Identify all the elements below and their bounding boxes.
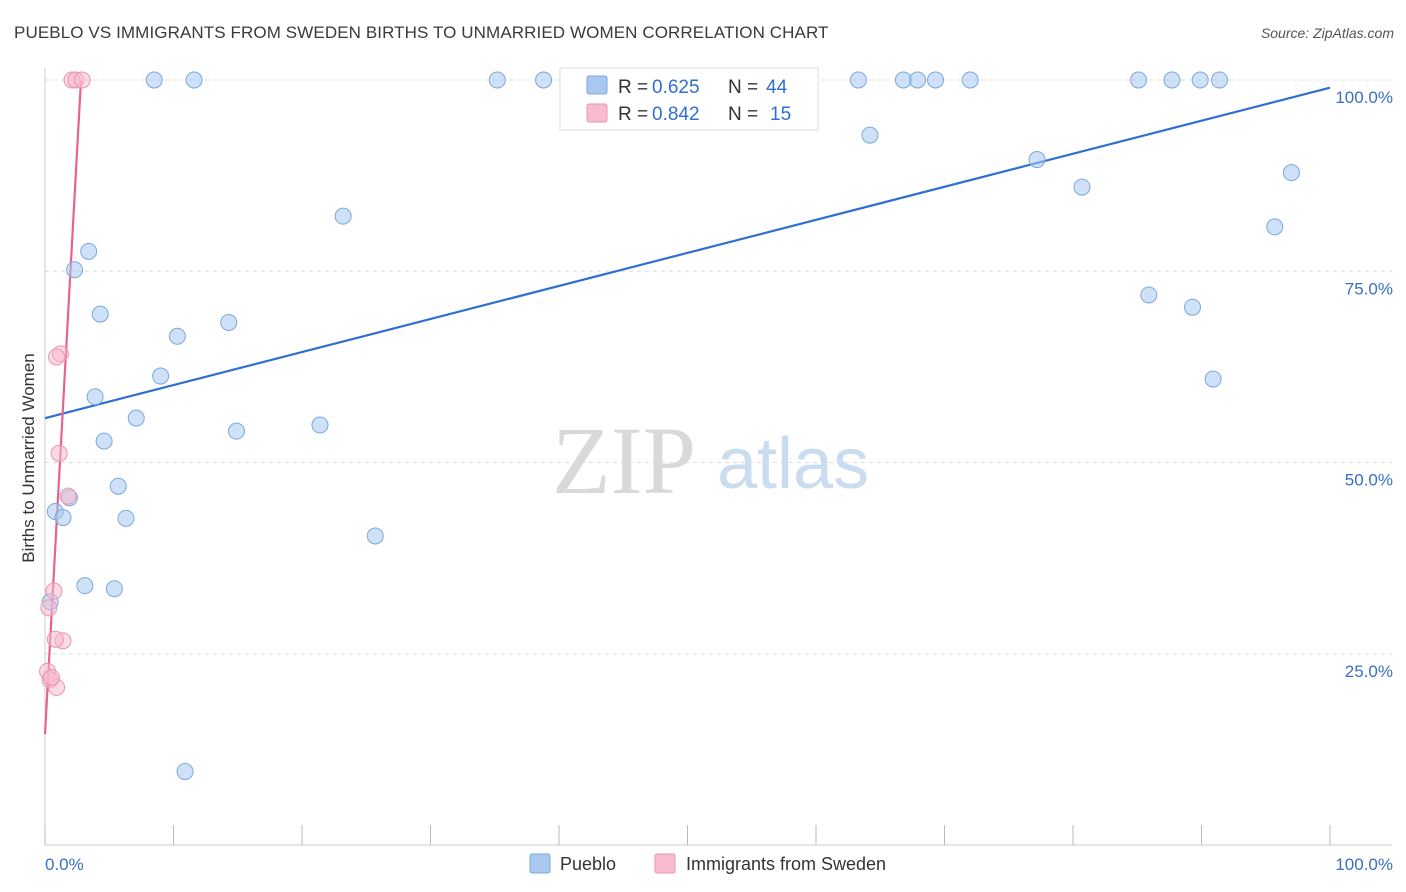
legend-label-pueblo: Pueblo [560,854,616,874]
pueblo-point-3 [535,71,553,89]
tick-labels: 25.0% 50.0% 75.0% 100.0% 0.0% 100.0% [45,88,1393,874]
pueblo-point-41 [105,580,123,598]
legend: Pueblo Immigrants from Sweden [529,853,886,874]
pueblo-point-6 [894,71,912,89]
pueblo-point-27 [152,367,170,385]
watermark-atlas: atlas [717,424,869,504]
pueblo-point-12 [1191,71,1209,89]
pueblo-point-9 [961,71,979,89]
sweden-point-2 [73,71,91,89]
axes [44,68,1392,846]
pueblo-point-13 [1210,71,1228,89]
data-points [39,71,1300,781]
pueblo-point-22 [91,305,109,323]
pueblo-point-18 [334,207,352,225]
pueblo-point-38 [117,509,135,527]
pueblo-point-1 [185,71,203,89]
pueblo-point-10 [1130,71,1148,89]
stats-r-label-sweden: R = [618,104,648,125]
pueblo-point-2 [488,71,506,89]
stats-swatch-pueblo [586,75,608,95]
pueblo-trend-line [44,86,1331,420]
pueblo-point-20 [80,242,98,260]
pueblo-point-11 [1163,71,1181,89]
sweden-point-14 [42,668,60,686]
pueblo-point-33 [1204,370,1222,388]
pueblo-point-29 [127,409,145,427]
x-tick-label-0: 0.0% [45,855,84,874]
pueblo-point-5 [849,71,867,89]
gridlines [45,79,1392,655]
pueblo-point-37 [54,509,72,527]
sweden-point-7 [45,582,63,600]
stats-box: R = 0.625 N = 44 R = 0.842 N = 15 [559,67,819,131]
chart-title: PUEBLO VS IMMIGRANTS FROM SWEDEN BIRTHS … [14,23,829,42]
pueblo-point-30 [227,422,245,440]
x-tick-label-1: 100.0% [1335,855,1393,874]
pueblo-point-32 [95,432,113,450]
watermark: ZIP atlas [552,407,869,514]
pueblo-point-8 [927,71,945,89]
pueblo-point-40 [76,577,94,595]
pueblo-point-21 [66,261,84,279]
pueblo-point-43 [176,763,194,781]
stats-n-value-pueblo: 44 [766,77,788,98]
pueblo-point-0 [145,71,163,89]
legend-swatch-sweden [654,853,676,874]
stats-r-value-sweden: 0.842 [652,104,700,125]
stats-n-label-sweden: N = [728,104,758,125]
sweden-point-4 [48,348,66,366]
pueblo-point-26 [1184,298,1202,316]
sweden-trend-line [43,79,83,735]
stats-r-value-pueblo: 0.625 [652,77,700,98]
y-tick-label-2: 75.0% [1345,279,1393,298]
y-axis-title: Births to Unmarried Women [19,353,38,562]
pueblo-point-16 [1073,178,1091,196]
legend-label-sweden: Immigrants from Sweden [686,854,886,874]
pueblo-point-39 [366,527,384,545]
pueblo-point-24 [168,327,186,345]
sweden-point-8 [40,599,58,617]
y-tick-label-1: 50.0% [1345,471,1393,490]
pueblo-point-14 [861,126,879,144]
pueblo-point-31 [311,416,329,434]
sweden-point-5 [50,444,68,462]
legend-swatch-pueblo [529,853,551,874]
sweden-point-6 [59,487,77,505]
pueblo-point-17 [1282,164,1300,182]
pueblo-point-15 [1028,151,1046,169]
stats-r-label-pueblo: R = [618,77,648,98]
pueblo-point-19 [1266,218,1284,236]
pueblo-point-25 [1140,286,1158,304]
stats-swatch-sweden [586,103,608,123]
sweden-point-10 [46,630,64,648]
pueblo-point-23 [220,314,238,332]
y-tick-label-0: 25.0% [1345,662,1393,681]
y-tick-label-3: 100.0% [1335,88,1393,107]
chart-source: Source: ZipAtlas.com [1260,25,1394,41]
watermark-zip: ZIP [552,407,696,514]
stats-n-label-pueblo: N = [728,77,758,98]
stats-n-value-sweden: 15 [770,104,791,125]
pueblo-point-34 [109,477,127,495]
pueblo-point-28 [86,388,104,406]
pueblo-point-7 [909,71,927,89]
trend-lines [43,79,1331,735]
